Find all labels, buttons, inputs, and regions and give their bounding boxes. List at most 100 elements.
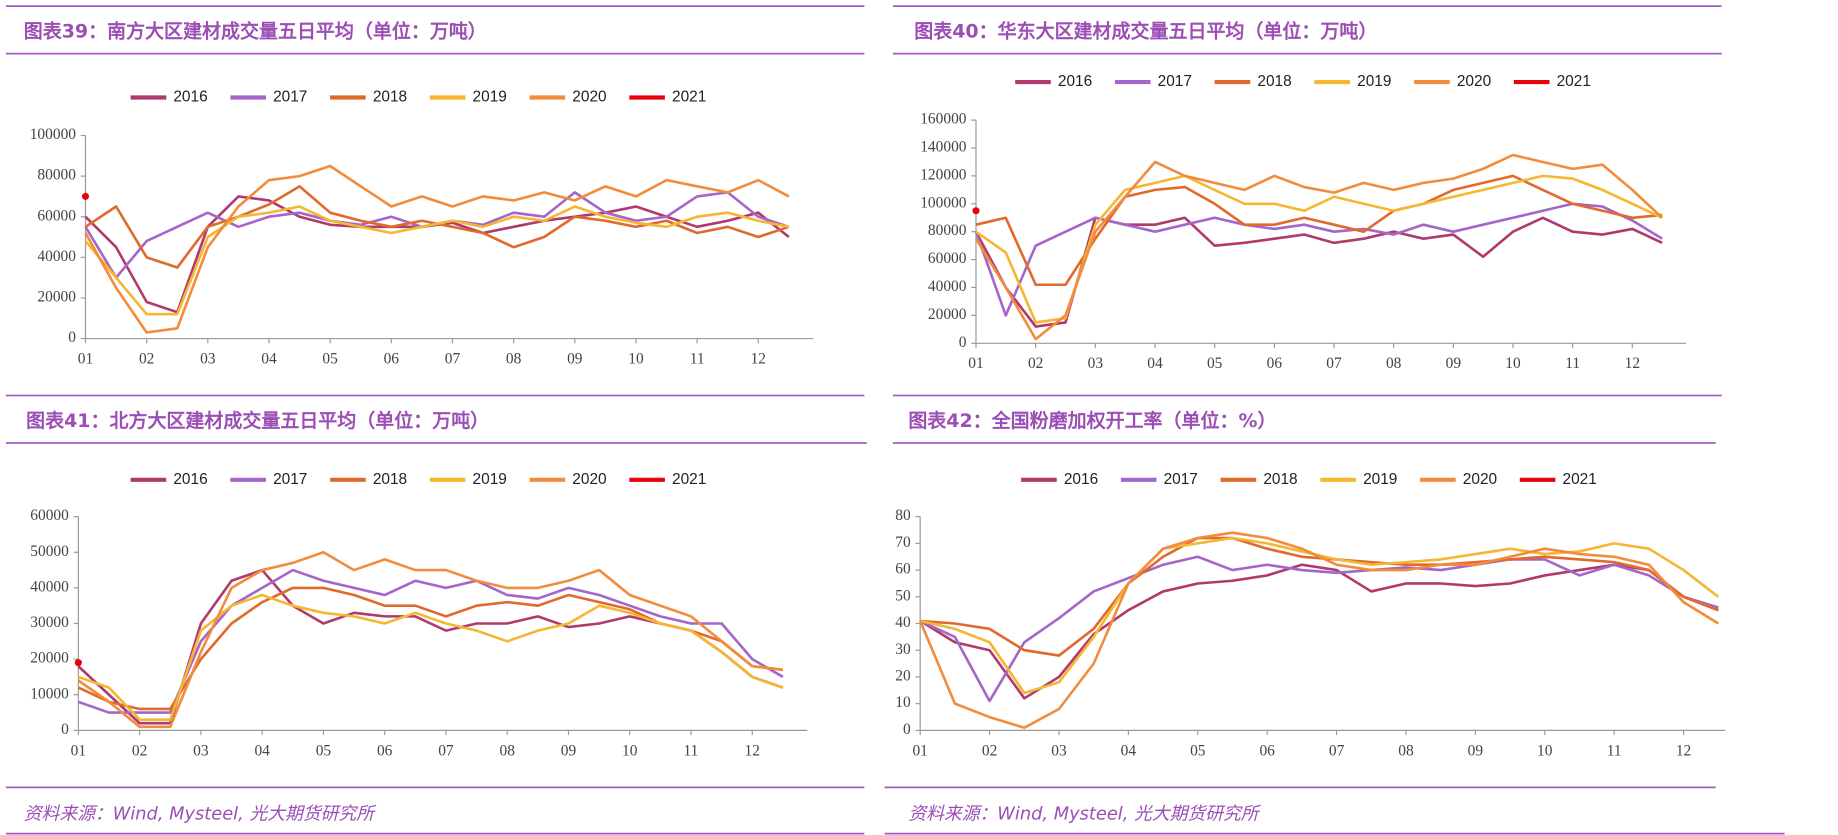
legend-label: 2021 xyxy=(672,471,706,488)
y-tick-label: 20 xyxy=(895,667,911,684)
y-tick-label: 40000 xyxy=(37,248,76,265)
y-tick-label: 0 xyxy=(61,721,69,738)
frame-lines xyxy=(5,5,1785,835)
x-tick-label: 03 xyxy=(200,350,216,367)
legend-label: 2021 xyxy=(1557,73,1591,90)
x-tick-label: 08 xyxy=(499,742,515,759)
series-line xyxy=(975,174,1663,324)
legend-label: 2020 xyxy=(572,89,606,106)
legend-label: 2021 xyxy=(1563,471,1597,488)
x-tick-label: 02 xyxy=(139,350,154,367)
y-tick-label: 120000 xyxy=(920,166,967,183)
x-tick-label: 07 xyxy=(1326,355,1342,372)
legend-label: 2020 xyxy=(1463,471,1497,488)
x-tick-label: 09 xyxy=(567,350,583,367)
series-line xyxy=(919,555,1719,703)
x-tick-label: 08 xyxy=(506,350,522,367)
x-tick-label: 10 xyxy=(628,350,644,367)
x-tick-label: 03 xyxy=(193,742,209,759)
source-note: 资料来源：Wind, Mysteel, 光大期货研究所 xyxy=(908,804,1261,825)
chart-title: 图表39：南方大区建材成交量五日平均（单位：万吨） xyxy=(24,20,487,43)
x-tick-label: 07 xyxy=(445,350,461,367)
x-tick-label: 08 xyxy=(1386,355,1402,372)
x-tick-label: 01 xyxy=(968,355,983,372)
series-line xyxy=(84,205,790,316)
legend-label: 2019 xyxy=(1363,471,1397,488)
y-tick-label: 0 xyxy=(68,329,76,346)
chart-title: 图表41：北方大区建材成交量五日平均（单位：万吨） xyxy=(26,409,489,432)
legend-label: 2018 xyxy=(373,471,407,488)
x-tick-label: 01 xyxy=(78,350,93,367)
x-tick-label: 06 xyxy=(1259,742,1275,759)
x-tick-label: 06 xyxy=(1267,355,1283,372)
legend-label: 2017 xyxy=(1158,73,1192,90)
x-tick-label: 04 xyxy=(1147,355,1163,372)
series-line xyxy=(974,153,1664,341)
x-tick-label: 12 xyxy=(745,742,760,759)
series-line xyxy=(975,174,1663,287)
source-note: 资料来源：Wind, Mysteel, 光大期货研究所 xyxy=(24,804,377,825)
y-tick-label: 160000 xyxy=(920,111,967,128)
y-tick-label: 0 xyxy=(903,721,911,738)
x-tick-label: 06 xyxy=(377,742,393,759)
series-line xyxy=(84,185,790,269)
line-point xyxy=(972,207,980,215)
legend-label: 2018 xyxy=(1257,73,1291,90)
y-tick-label: 100000 xyxy=(920,194,967,211)
y-tick-label: 80 xyxy=(895,507,911,524)
y-tick-label: 60000 xyxy=(928,250,967,267)
y-tick-label: 30000 xyxy=(30,614,69,631)
y-tick-label: 100000 xyxy=(30,126,77,143)
legend-label: 2019 xyxy=(473,471,507,488)
x-tick-label: 07 xyxy=(1329,742,1345,759)
x-tick-label: 02 xyxy=(982,742,997,759)
x-tick-label: 08 xyxy=(1398,742,1414,759)
y-tick-label: 20000 xyxy=(928,306,967,323)
legend-label: 2018 xyxy=(1263,471,1297,488)
y-tick-label: 80000 xyxy=(928,222,967,239)
y-tick-label: 10 xyxy=(895,694,911,711)
chart-title: 图表42：全国粉磨加权开工率（单位：%） xyxy=(908,409,1276,432)
y-tick-label: 60000 xyxy=(30,507,69,524)
legend-label: 2019 xyxy=(473,89,507,106)
legend-label: 2020 xyxy=(572,471,606,488)
y-tick-label: 40 xyxy=(895,614,911,631)
y-tick-label: 40000 xyxy=(30,578,69,595)
x-tick-label: 01 xyxy=(71,742,86,759)
x-tick-label: 09 xyxy=(1446,355,1462,372)
y-tick-label: 30 xyxy=(895,641,911,658)
chart-title: 图表40：华东大区建材成交量五日平均（单位：万吨） xyxy=(914,20,1377,43)
legend-label: 2016 xyxy=(1064,471,1098,488)
x-tick-label: 12 xyxy=(1676,742,1691,759)
legend-label: 2019 xyxy=(1357,73,1391,90)
legend-label: 2018 xyxy=(373,89,407,106)
y-tick-label: 140000 xyxy=(920,139,967,156)
series-line xyxy=(77,568,784,714)
y-tick-label: 10000 xyxy=(30,685,69,702)
x-tick-label: 05 xyxy=(1190,742,1206,759)
x-tick-label: 01 xyxy=(912,742,927,759)
legend-label: 2017 xyxy=(273,471,307,488)
y-tick-label: 80000 xyxy=(37,167,76,184)
legend-label: 2016 xyxy=(173,89,207,106)
series-line xyxy=(974,202,1663,317)
x-tick-label: 03 xyxy=(1088,355,1104,372)
y-tick-label: 60 xyxy=(895,561,911,578)
series-line xyxy=(84,164,790,334)
legend-label: 2016 xyxy=(1058,73,1092,90)
line-point xyxy=(74,659,82,667)
x-tick-label: 09 xyxy=(1468,742,1484,759)
y-tick-label: 40000 xyxy=(928,278,967,295)
y-tick-label: 20000 xyxy=(30,650,69,667)
y-tick-label: 70 xyxy=(895,534,911,551)
series-line xyxy=(918,531,1719,730)
y-tick-label: 20000 xyxy=(37,288,76,305)
y-tick-label: 50 xyxy=(895,587,911,604)
x-tick-label: 11 xyxy=(1565,355,1580,372)
x-tick-label: 05 xyxy=(322,350,338,367)
x-tick-label: 05 xyxy=(1207,355,1223,372)
x-tick-label: 10 xyxy=(1505,355,1521,372)
x-tick-label: 04 xyxy=(254,742,270,759)
